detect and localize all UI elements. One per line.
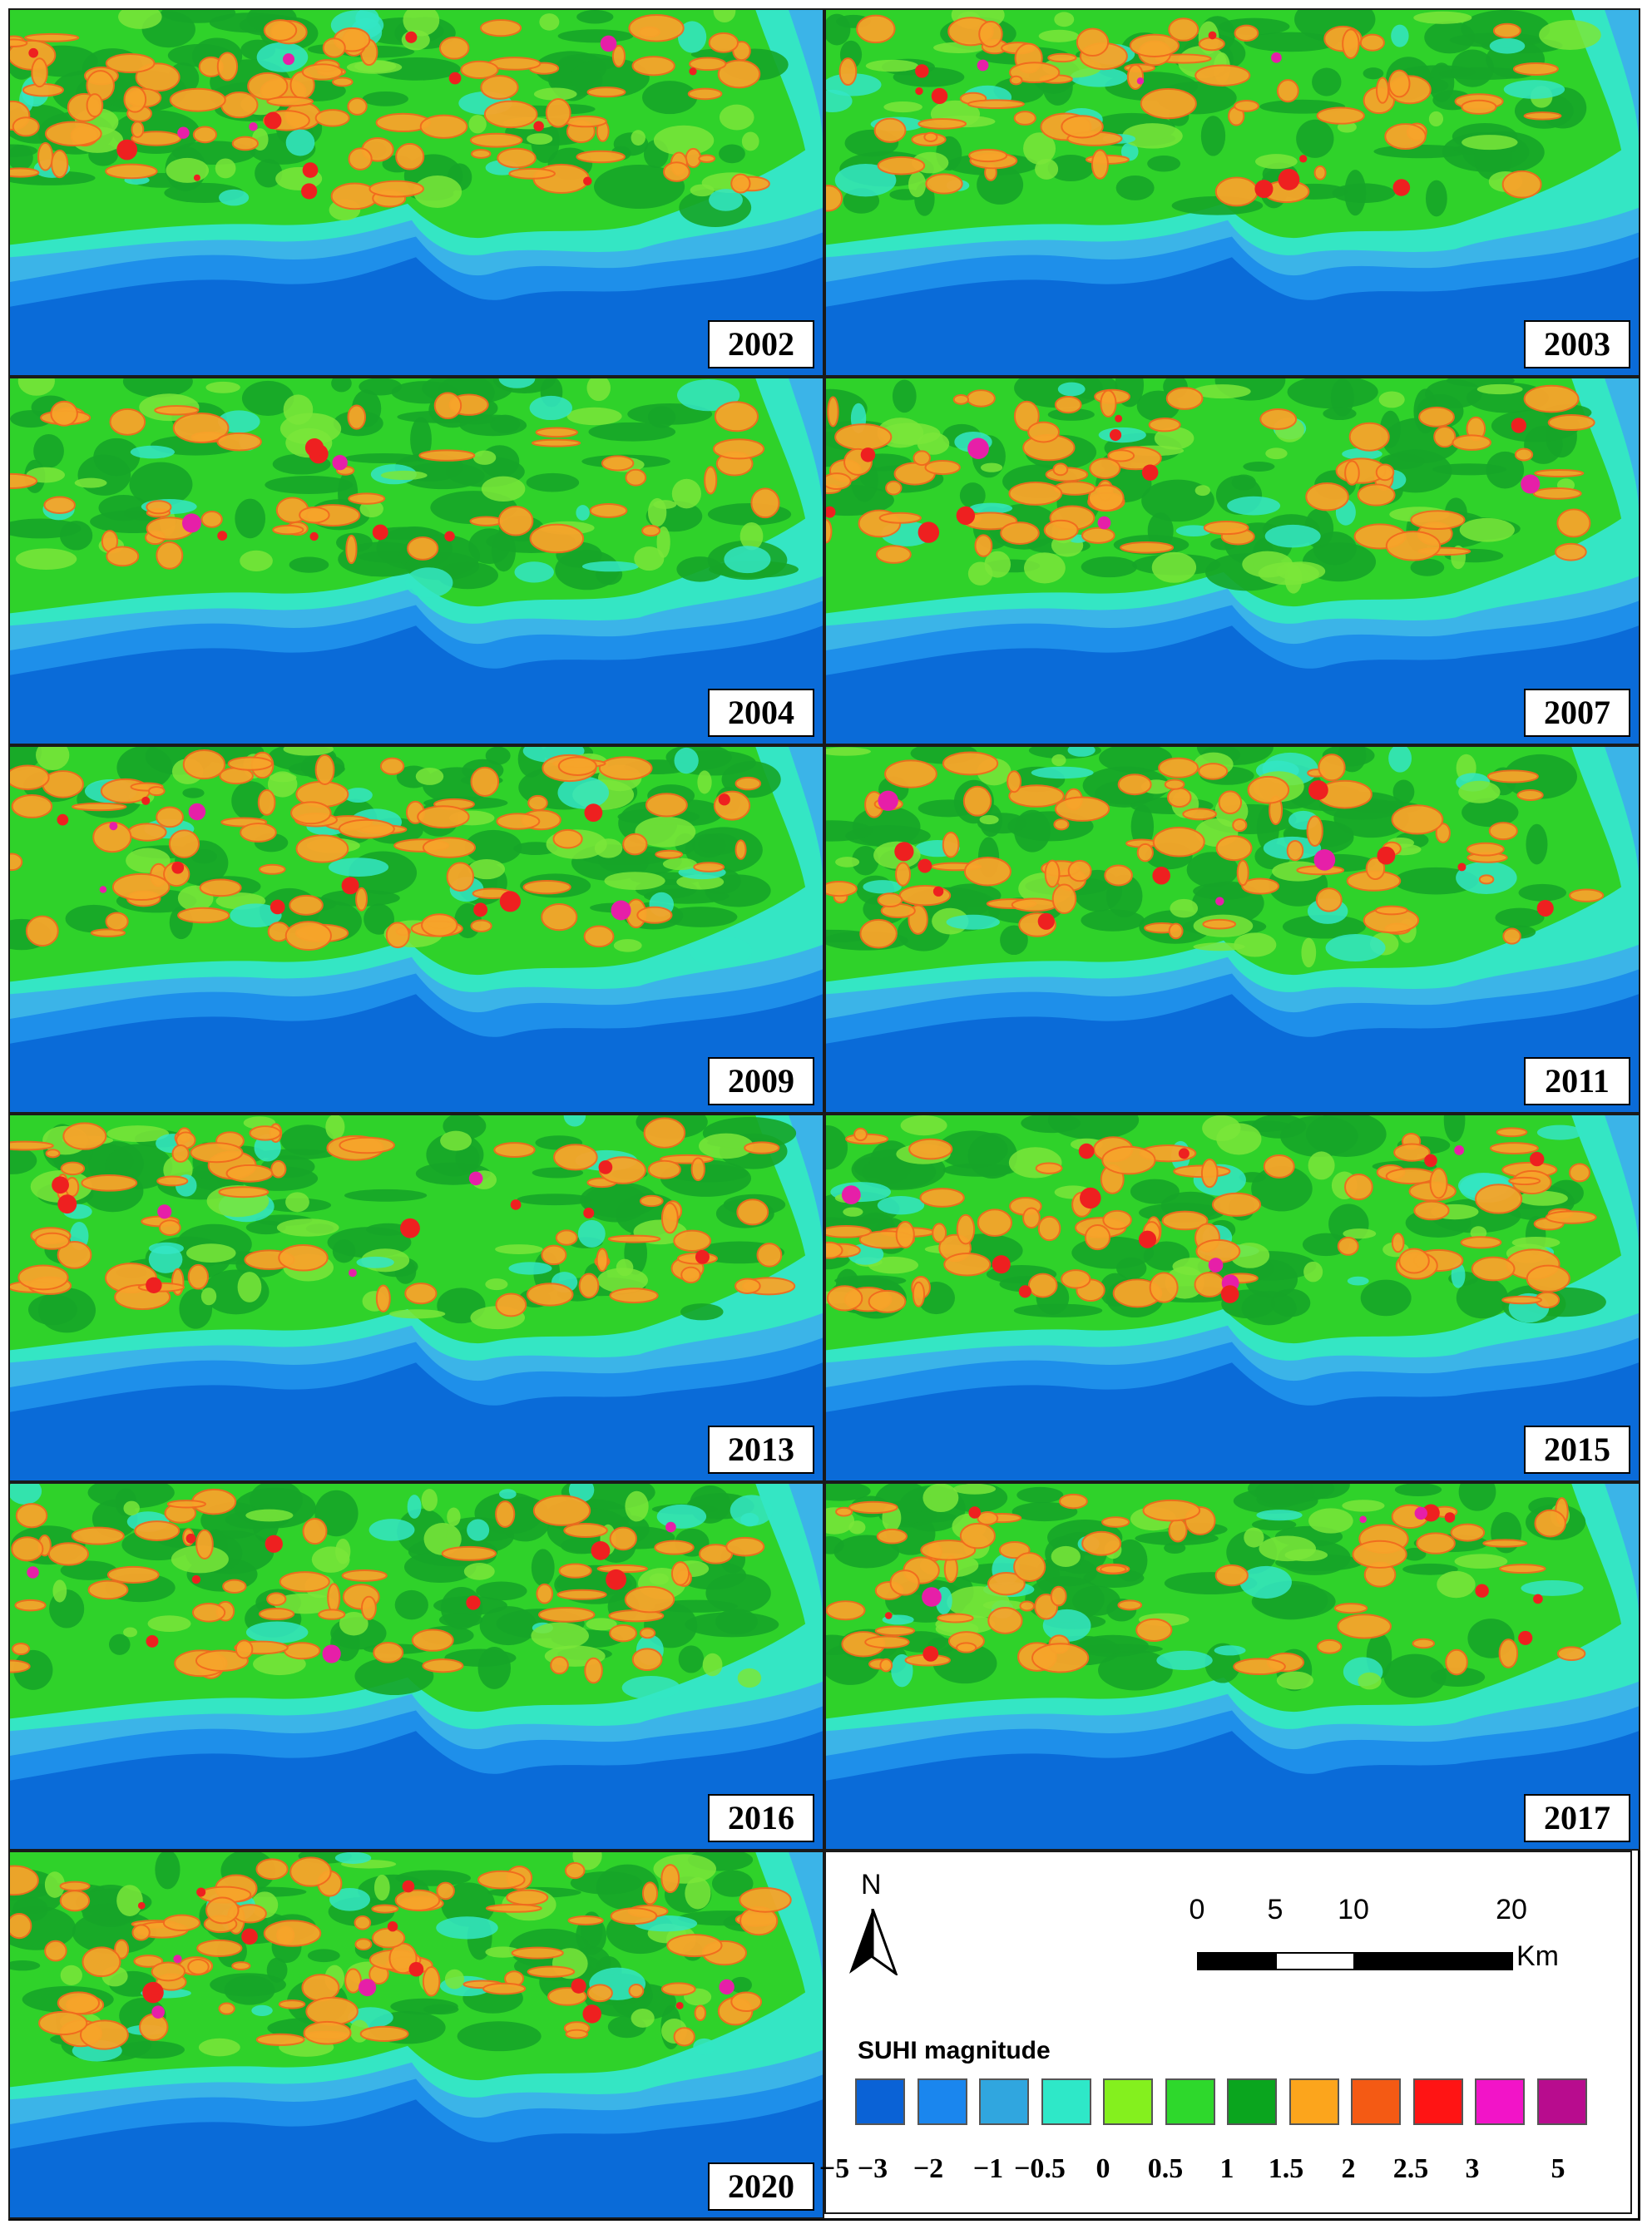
map-panel-2015: 2015 <box>824 1114 1640 1482</box>
suhi-map-2015 <box>826 1115 1639 1480</box>
legend-value-2: −3 <box>857 2153 888 2184</box>
year-label: 2013 <box>708 1426 814 1474</box>
legend-value-3: −2 <box>913 2153 944 2184</box>
map-panel-2011: 2011 <box>824 745 1640 1114</box>
legend-value-12: 3 <box>1465 2153 1480 2184</box>
map-panel-2004: 2004 <box>8 377 824 745</box>
scale-bar: 0 5 10 20 Km <box>1189 1894 1608 1985</box>
legend-swatch-12 <box>1536 2078 1587 2125</box>
north-arrow: N <box>843 1869 901 1977</box>
legend-value-13: 5 <box>1551 2153 1565 2184</box>
year-label: 2020 <box>708 2162 814 2211</box>
year-label: 2016 <box>708 1794 814 1842</box>
map-panel-2017: 2017 <box>824 1482 1640 1851</box>
legend-value-1: −5 <box>819 2153 850 2184</box>
year-label: 2009 <box>708 1057 814 1105</box>
map-panel-2013: 2013 <box>8 1114 824 1482</box>
legend-panel: N 0 5 10 20 Km SUHI magnitude −5 −3 −2 −1 −0… <box>819 1851 1632 2214</box>
map-panel-2007: 2007 <box>824 377 1640 745</box>
suhi-map-2016 <box>10 1484 823 1849</box>
year-label: 2007 <box>1524 689 1630 737</box>
legend-value-7: 0.5 <box>1147 2153 1184 2184</box>
suhi-map-2002 <box>10 10 823 375</box>
legend-swatch-1 <box>855 2078 905 2125</box>
legend-value-5: −0.5 <box>1014 2153 1066 2184</box>
legend-swatch-9 <box>1351 2078 1401 2125</box>
map-panel-2009: 2009 <box>8 745 824 1114</box>
legend-swatch-4 <box>1041 2078 1091 2125</box>
legend-swatch-8 <box>1288 2078 1339 2125</box>
legend-value-6: 0 <box>1096 2153 1110 2184</box>
legend-value-10: 2 <box>1341 2153 1356 2184</box>
legend-swatch-3 <box>979 2078 1029 2125</box>
year-label: 2017 <box>1524 1794 1630 1842</box>
year-label: 2003 <box>1524 320 1630 368</box>
scale-tick-0: 0 <box>1189 1894 1205 1925</box>
year-label: 2002 <box>708 320 814 368</box>
legend-swatch-5 <box>1103 2078 1153 2125</box>
scale-tick-10: 10 <box>1338 1894 1369 1925</box>
suhi-map-2003 <box>826 10 1639 375</box>
scale-unit: Km <box>1516 1940 1559 1972</box>
suhi-map-2013 <box>10 1115 823 1480</box>
scale-tick-20: 20 <box>1496 1894 1527 1925</box>
legend-value-9: 1.5 <box>1268 2153 1304 2184</box>
year-label: 2015 <box>1524 1426 1630 1474</box>
scale-segment-2 <box>1275 1952 1355 1970</box>
scale-tick-5: 5 <box>1267 1894 1284 1925</box>
suhi-map-2020 <box>10 1852 823 2217</box>
legend-swatch-2 <box>917 2078 967 2125</box>
year-label: 2004 <box>708 689 814 737</box>
scale-segment-1 <box>1197 1952 1277 1970</box>
suhi-map-2017 <box>826 1484 1639 1849</box>
map-panel-2020: 2020 <box>8 1851 824 2219</box>
north-label: N <box>861 1869 882 1900</box>
suhi-map-2007 <box>826 378 1639 744</box>
map-panel-2002: 2002 <box>8 8 824 377</box>
scale-segment-3 <box>1353 1952 1513 1970</box>
suhi-map-2009 <box>10 747 823 1112</box>
suhi-map-2004 <box>10 378 823 744</box>
legend-value-11: 2.5 <box>1392 2153 1429 2184</box>
suhi-map-2011 <box>826 747 1639 1112</box>
year-label: 2011 <box>1524 1057 1630 1105</box>
legend-swatch-7 <box>1227 2078 1277 2125</box>
legend-swatch-10 <box>1412 2078 1463 2125</box>
map-panel-2016: 2016 <box>8 1482 824 1851</box>
legend-value-4: −1 <box>972 2153 1004 2184</box>
legend-value-8: 1 <box>1219 2153 1234 2184</box>
north-arrow-icon <box>849 1909 898 1975</box>
legend-swatch-11 <box>1475 2078 1525 2125</box>
map-panel-2003: 2003 <box>824 8 1640 377</box>
legend-title: SUHI magnitude <box>858 2037 1051 2064</box>
legend-swatch-6 <box>1165 2078 1215 2125</box>
